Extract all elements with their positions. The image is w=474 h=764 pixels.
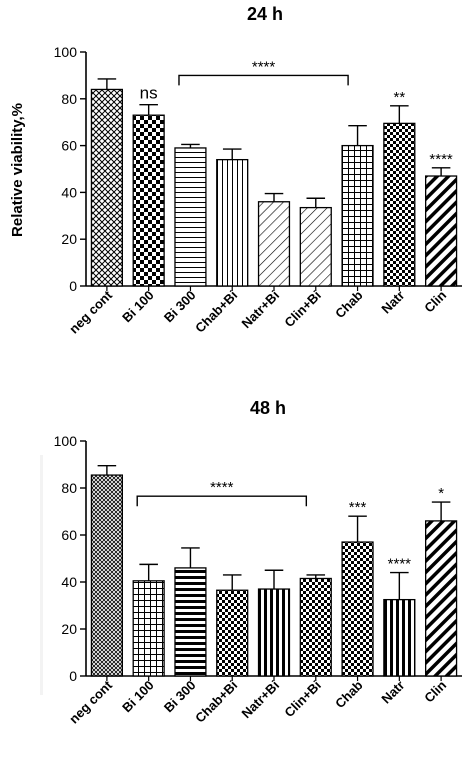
significance-label: ns [140, 84, 158, 103]
bracket-label: **** [210, 479, 234, 496]
bracket-label: **** [252, 58, 276, 75]
significance-label: ** [393, 89, 405, 106]
bar [90, 474, 123, 677]
x-tick-label: Clin+Bi [281, 288, 324, 331]
significance-label: **** [429, 151, 453, 168]
x-tick-label: Natr+Bi [239, 678, 283, 722]
bar [132, 580, 165, 677]
bar [341, 541, 374, 677]
significance-bracket [136, 495, 308, 507]
bar [174, 147, 207, 287]
bar [341, 144, 374, 287]
x-tick-label: Clin [421, 287, 449, 315]
x-tick-label: Clin [421, 677, 449, 705]
chart-title: 48 h [250, 398, 286, 418]
scan-edge [40, 455, 43, 695]
significance-label: * [438, 485, 444, 502]
y-tick-label: 80 [61, 91, 77, 107]
x-tick-label: neg cont [66, 287, 115, 336]
x-tick-label: Chab [332, 677, 366, 711]
bar [132, 114, 165, 287]
bar [174, 567, 207, 677]
y-tick-label: 100 [54, 44, 78, 60]
y-tick-label: 20 [61, 621, 77, 637]
x-tick-label: Chab [332, 287, 366, 321]
x-tick-label: Bi 300 [161, 288, 199, 326]
y-axis-label: Relative viability,% [9, 103, 26, 237]
chart-panel-24h: 24 h Relative viability,% 0 20 40 60 80 100 ne… [9, 4, 462, 336]
bar [425, 520, 458, 677]
y-tick-label: 100 [54, 433, 78, 449]
bar [425, 175, 458, 287]
bar [216, 158, 249, 287]
x-tick-label: Bi 100 [119, 288, 157, 326]
bar [299, 206, 332, 287]
y-tick-label: 80 [61, 480, 77, 496]
y-tick-label: 20 [61, 231, 77, 247]
x-tick-label: Bi 300 [161, 678, 199, 716]
x-tick-label: Chab+Bi [192, 678, 240, 726]
x-tick-label: Natr [378, 678, 407, 707]
x-tick-label: neg cont [66, 677, 115, 726]
y-tick-label: 60 [61, 138, 77, 154]
y-tick-label: 40 [61, 574, 77, 590]
x-tick-label: Natr [378, 288, 407, 317]
x-tick-label: Natr+Bi [239, 288, 283, 332]
y-tick-label: 60 [61, 527, 77, 543]
x-tick-label: Clin+Bi [281, 678, 324, 721]
bar [216, 589, 249, 677]
x-tick-label: Chab+Bi [192, 288, 240, 336]
y-tick-label: 0 [69, 668, 77, 684]
bar [383, 122, 416, 287]
significance-label: *** [349, 499, 367, 516]
significance-bracket [178, 74, 349, 86]
y-tick-label: 40 [61, 184, 77, 200]
bar [299, 577, 332, 677]
y-tick-label: 0 [69, 278, 77, 294]
bar [383, 598, 416, 677]
x-tick-label: Bi 100 [119, 678, 157, 716]
bar [90, 88, 123, 287]
bar [257, 588, 291, 677]
significance-label: **** [388, 556, 412, 573]
chart-title: 24 h [247, 4, 283, 24]
bar [257, 201, 291, 287]
